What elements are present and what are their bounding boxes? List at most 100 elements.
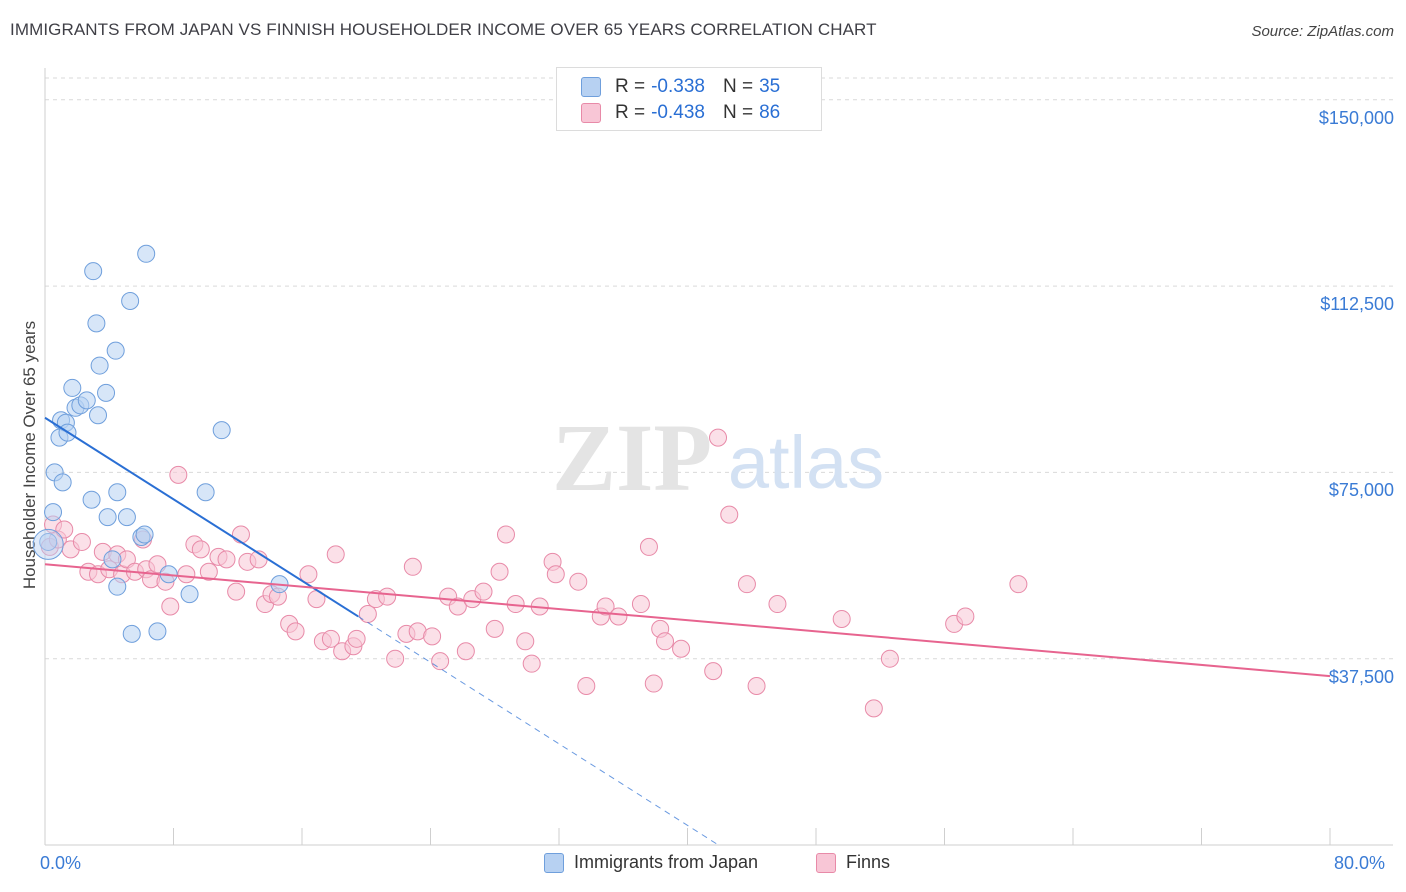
chart-title: IMMIGRANTS FROM JAPAN VS FINNISH HOUSEHO… xyxy=(10,20,877,39)
bottom-label-finns: Finns xyxy=(846,852,891,872)
japan-point xyxy=(108,483,127,502)
finns-point xyxy=(596,597,615,616)
japan-point xyxy=(212,421,231,440)
finns-point xyxy=(485,619,504,638)
finns-point xyxy=(347,629,366,648)
japan-point xyxy=(84,262,103,281)
finns-point xyxy=(169,465,188,484)
watermark-atlas: atlas xyxy=(728,421,884,504)
finns-point xyxy=(321,629,340,648)
watermark-zip: ZIP xyxy=(552,404,712,511)
finns-point xyxy=(326,545,345,564)
finns-point xyxy=(709,428,728,447)
finns-point xyxy=(656,632,675,651)
finns-point xyxy=(546,565,565,584)
trend-line-japan-extension xyxy=(357,616,720,847)
legend-n-value-japan: 35 xyxy=(759,76,781,97)
japan-point xyxy=(148,622,167,641)
japan-point xyxy=(103,550,122,569)
japan-point xyxy=(122,624,141,643)
japan-point xyxy=(108,577,127,596)
legend-r-value-finns: -0.438 xyxy=(651,102,705,123)
finns-point xyxy=(1009,575,1028,594)
finns-point xyxy=(496,525,515,544)
source-label: Source: ZipAtlas.com xyxy=(1251,23,1394,40)
finns-point xyxy=(378,587,397,606)
finns-point xyxy=(880,649,899,668)
finns-point xyxy=(456,642,475,661)
japan-point xyxy=(117,508,136,527)
finns-point xyxy=(423,627,442,646)
japan-point xyxy=(90,356,109,375)
finns-point xyxy=(199,562,218,581)
japan-point xyxy=(97,383,116,402)
finns-point xyxy=(386,649,405,668)
finns-points xyxy=(40,428,1028,718)
legend-n-label: N = xyxy=(722,102,754,123)
finns-point xyxy=(864,699,883,718)
finns-point xyxy=(956,607,975,626)
finns-point xyxy=(516,632,535,651)
japan-point xyxy=(135,525,154,544)
japan-point-large xyxy=(32,528,64,560)
y-tick-label: $150,000 xyxy=(1318,107,1394,128)
x-tick-left: 0.0% xyxy=(40,853,82,873)
finns-point xyxy=(148,555,167,574)
x-tick-right: 80.0% xyxy=(1334,853,1386,873)
legend-row-finns: R = -0.438 N = 86 xyxy=(581,101,780,125)
finns-point xyxy=(431,652,450,671)
finns-point xyxy=(217,550,236,569)
finns-point xyxy=(720,505,739,524)
japan-point xyxy=(196,483,215,502)
finns-point xyxy=(609,607,628,626)
y-tick-label: $37,500 xyxy=(1328,666,1394,687)
finns-point xyxy=(704,662,723,681)
y-tick-label: $112,500 xyxy=(1320,294,1394,315)
finns-point xyxy=(639,537,658,556)
trend-line-finns xyxy=(44,563,1331,678)
finns-point xyxy=(672,639,691,658)
finns-point xyxy=(177,565,196,584)
bottom-swatch-finns xyxy=(816,852,836,873)
japan-point xyxy=(87,314,106,333)
finns-point xyxy=(55,520,74,539)
axes xyxy=(44,68,1393,846)
legend-r-value-japan: -0.338 xyxy=(651,76,705,97)
legend-swatch-finns xyxy=(581,103,601,123)
legend-row-japan: R = -0.338 N = 35 xyxy=(581,75,780,99)
bottom-swatch-japan xyxy=(544,852,564,873)
finns-point xyxy=(299,565,318,584)
japan-point xyxy=(106,341,125,360)
trend-lines xyxy=(44,416,1331,847)
finns-point xyxy=(631,595,650,614)
japan-point xyxy=(121,291,140,310)
finns-point xyxy=(403,557,422,576)
legend-swatch-japan xyxy=(581,77,601,97)
stats-legend: R = -0.338 N = 35 R = -0.438 N = 86 xyxy=(556,67,822,131)
y-tick-label: $75,000 xyxy=(1328,480,1394,501)
japan-point xyxy=(44,503,63,522)
legend-r-label: R = xyxy=(615,102,646,123)
japan-point xyxy=(63,378,82,397)
finns-point xyxy=(286,622,305,641)
finns-point xyxy=(768,595,787,614)
japan-point xyxy=(180,585,199,604)
finns-point xyxy=(737,575,756,594)
legend-n-label: N = xyxy=(722,76,754,97)
finns-point xyxy=(522,654,541,673)
finns-point xyxy=(569,572,588,591)
finns-point xyxy=(72,532,91,551)
gridlines xyxy=(45,77,1393,660)
trend-line-japan xyxy=(44,416,359,618)
finns-point xyxy=(490,562,509,581)
finns-point xyxy=(227,582,246,601)
bottom-legend-japan: Immigrants from Japan xyxy=(544,852,758,873)
legend-n-value-finns: 86 xyxy=(759,102,781,123)
finns-point xyxy=(577,677,596,696)
japan-point xyxy=(39,532,58,551)
bottom-legend-finns: Finns xyxy=(816,852,890,873)
japan-point xyxy=(82,490,101,509)
finns-point xyxy=(191,540,210,559)
bottom-label-japan: Immigrants from Japan xyxy=(574,852,759,872)
finns-point xyxy=(161,597,180,616)
